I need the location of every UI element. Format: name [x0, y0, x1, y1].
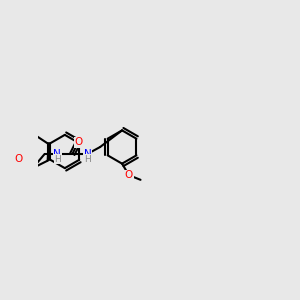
- Text: N: N: [53, 149, 61, 159]
- Text: O: O: [15, 154, 23, 164]
- Text: N: N: [83, 149, 91, 159]
- Text: O: O: [125, 170, 133, 180]
- Text: H: H: [54, 154, 61, 164]
- Text: H: H: [84, 154, 91, 164]
- Text: O: O: [74, 137, 82, 147]
